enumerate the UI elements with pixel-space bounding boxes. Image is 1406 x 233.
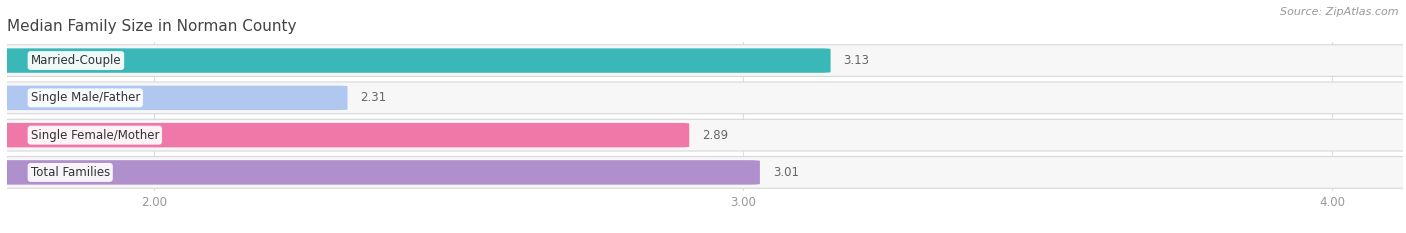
Text: Single Female/Mother: Single Female/Mother	[31, 129, 159, 142]
FancyBboxPatch shape	[0, 45, 1406, 76]
FancyBboxPatch shape	[0, 119, 1406, 151]
Text: Median Family Size in Norman County: Median Family Size in Norman County	[7, 19, 297, 34]
Text: 3.13: 3.13	[844, 54, 869, 67]
FancyBboxPatch shape	[0, 160, 759, 185]
FancyBboxPatch shape	[0, 157, 1406, 188]
FancyBboxPatch shape	[0, 82, 1406, 114]
FancyBboxPatch shape	[0, 86, 347, 110]
Text: 2.89: 2.89	[702, 129, 728, 142]
Text: Single Male/Father: Single Male/Father	[31, 91, 141, 104]
FancyBboxPatch shape	[0, 123, 689, 147]
Text: Total Families: Total Families	[31, 166, 110, 179]
FancyBboxPatch shape	[0, 48, 831, 73]
Text: 3.01: 3.01	[773, 166, 799, 179]
Text: Married-Couple: Married-Couple	[31, 54, 121, 67]
Text: 2.31: 2.31	[360, 91, 387, 104]
Text: Source: ZipAtlas.com: Source: ZipAtlas.com	[1281, 7, 1399, 17]
